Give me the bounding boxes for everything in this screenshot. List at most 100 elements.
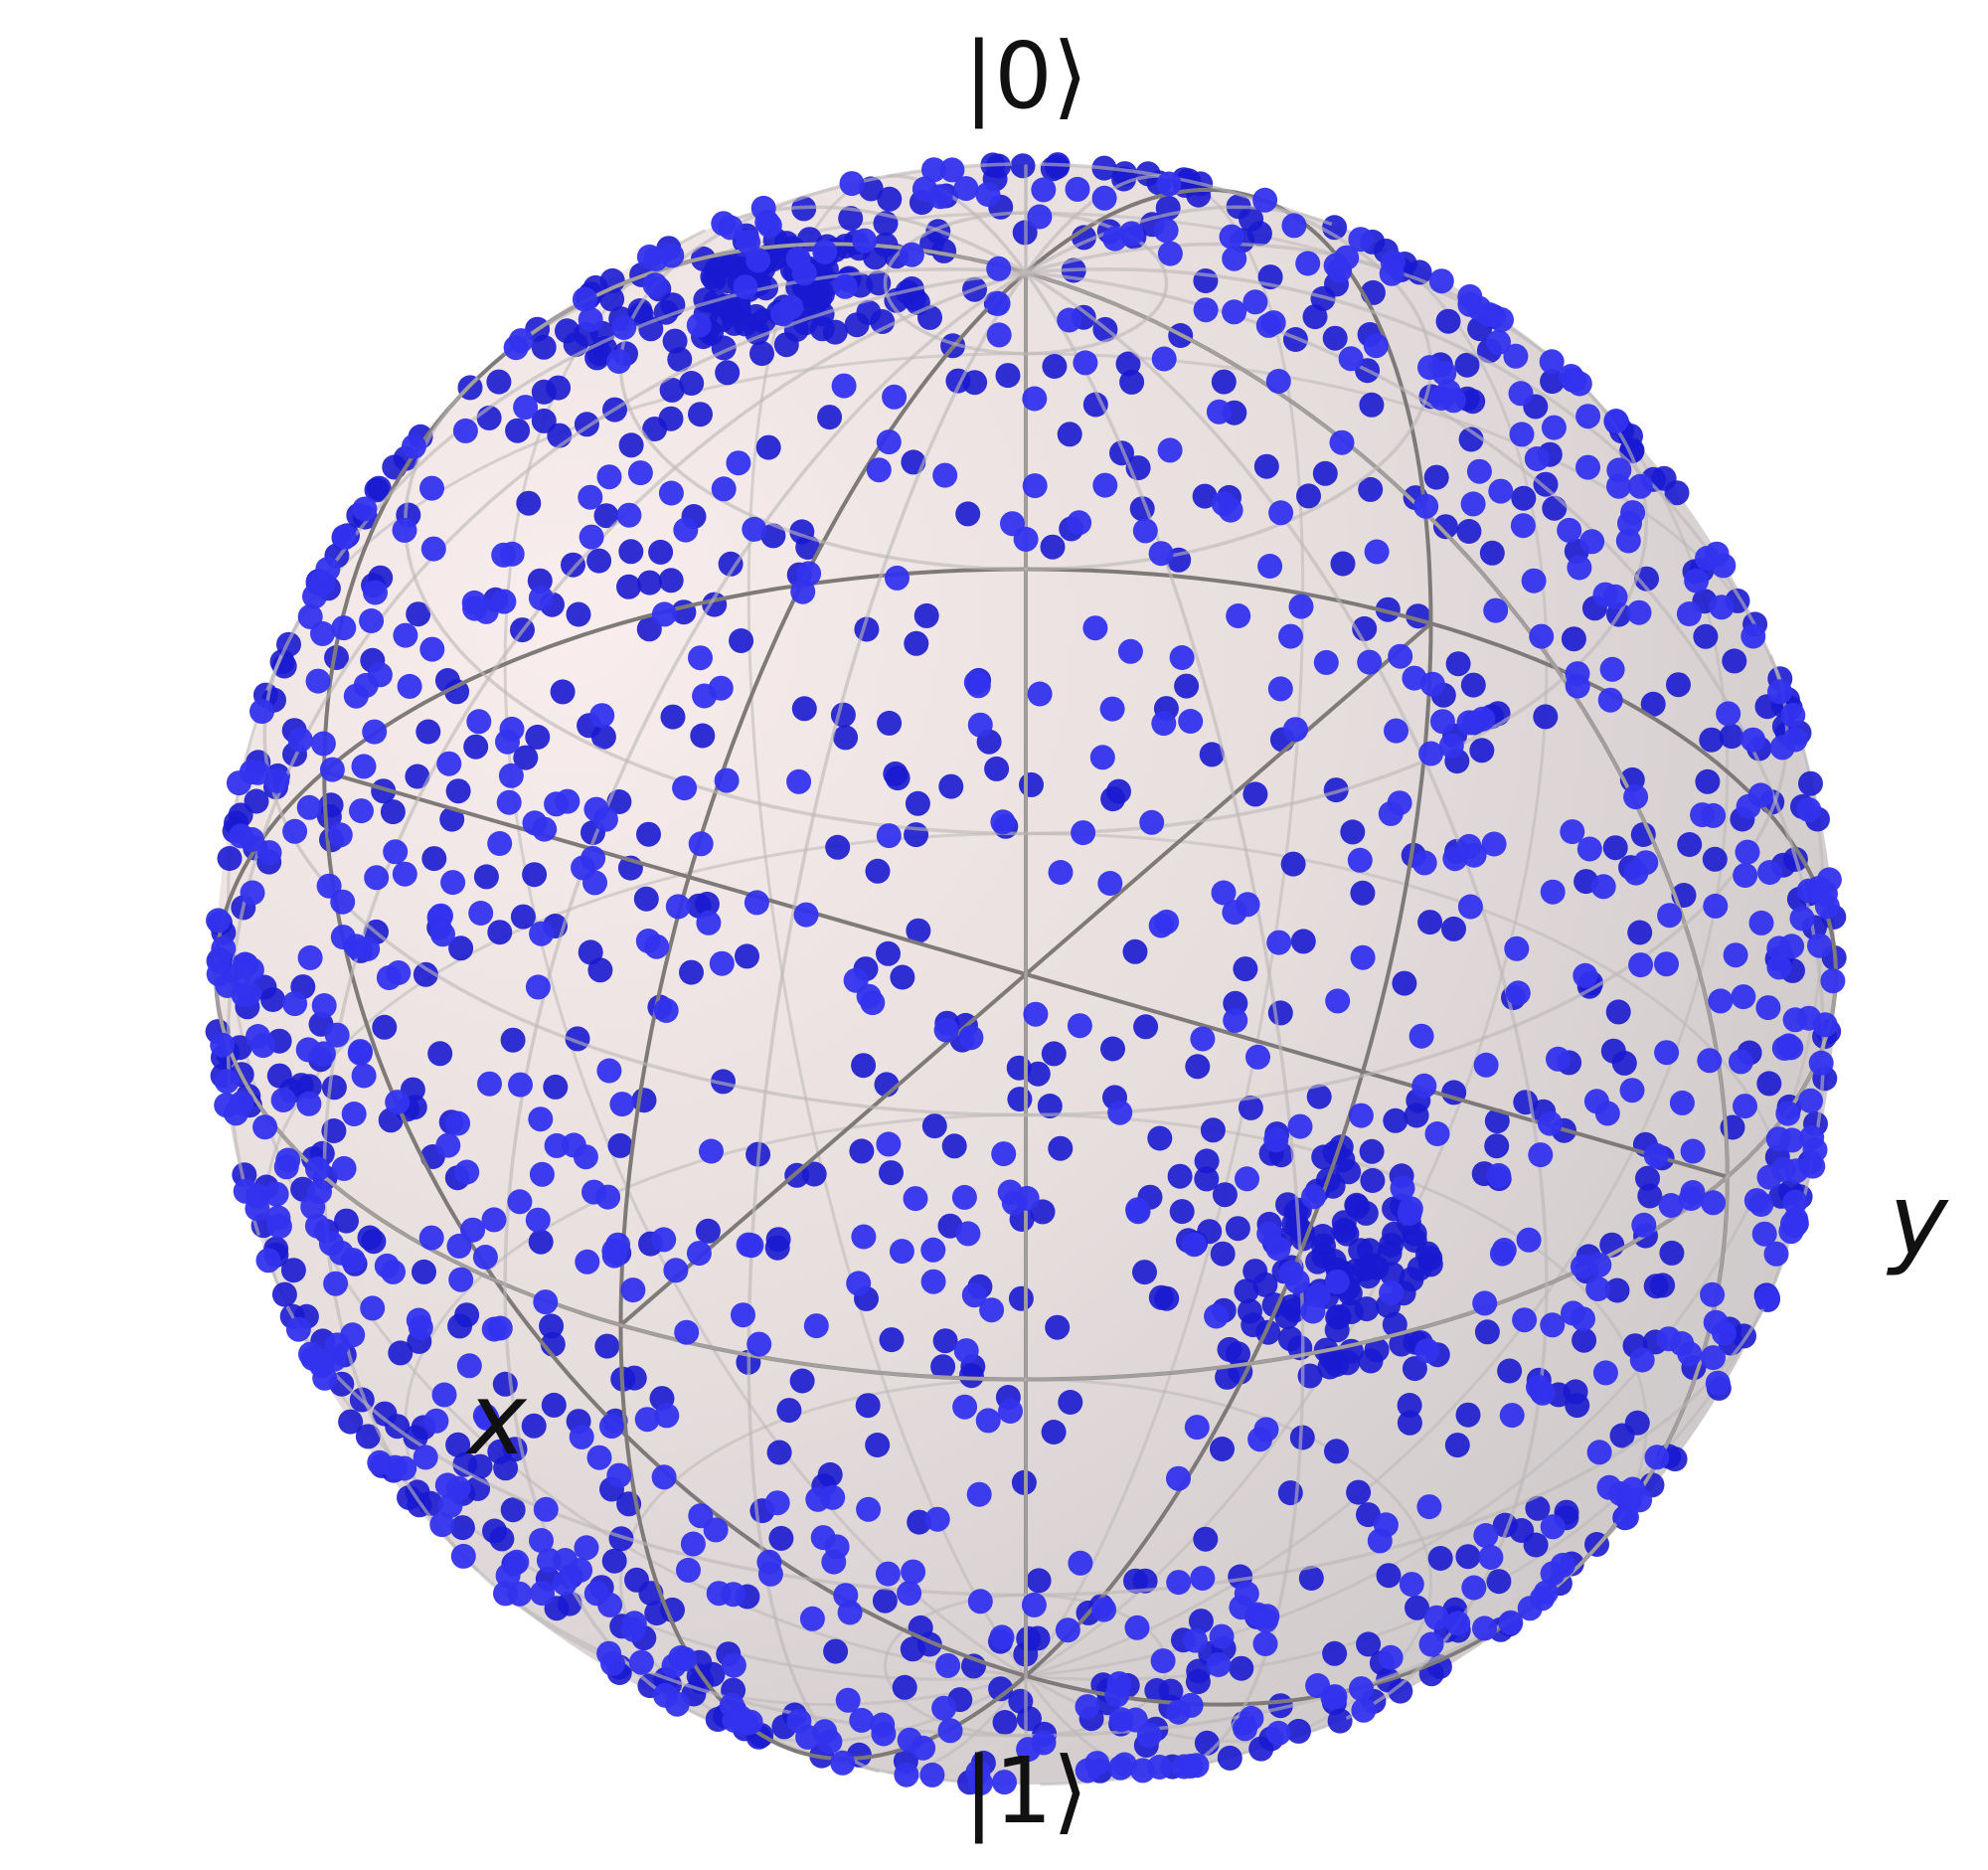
state-point <box>653 1682 678 1708</box>
state-point <box>1417 355 1442 381</box>
state-point <box>967 1589 993 1615</box>
state-point <box>1398 1196 1423 1222</box>
state-point <box>487 831 513 856</box>
state-point <box>711 476 737 502</box>
state-point <box>528 1106 554 1132</box>
state-point <box>1312 460 1338 486</box>
state-point <box>1188 1609 1214 1634</box>
state-point <box>1695 768 1721 794</box>
state-point <box>1743 1188 1769 1214</box>
state-point <box>1305 1282 1331 1308</box>
state-point <box>1057 307 1082 333</box>
state-point <box>338 1409 364 1435</box>
state-point <box>1278 1260 1304 1285</box>
state-point <box>951 1184 977 1210</box>
state-point <box>852 228 878 254</box>
state-point <box>1026 1568 1052 1594</box>
state-point <box>699 1138 724 1164</box>
state-point <box>1351 1697 1377 1723</box>
state-point <box>392 861 417 887</box>
state-point <box>1756 1164 1782 1190</box>
state-point <box>1278 623 1303 649</box>
state-point <box>1659 1240 1685 1266</box>
state-point <box>363 580 388 605</box>
state-point <box>487 920 513 945</box>
state-point <box>529 1528 554 1553</box>
state-point <box>1169 645 1195 670</box>
state-point <box>865 858 891 884</box>
state-point <box>935 1652 961 1678</box>
state-point <box>1767 679 1792 705</box>
state-point <box>1697 1048 1723 1074</box>
state-point <box>921 157 946 183</box>
state-point <box>246 1183 271 1209</box>
state-point <box>1151 711 1177 737</box>
state-point <box>1627 920 1653 945</box>
state-point <box>1775 1101 1801 1126</box>
state-point <box>1623 860 1649 886</box>
state-point <box>1650 1273 1676 1298</box>
state-point <box>621 1611 647 1636</box>
state-point <box>924 1506 950 1532</box>
state-point <box>586 548 612 574</box>
state-point <box>1512 1307 1538 1333</box>
state-point <box>1499 1403 1525 1429</box>
state-point <box>1757 860 1782 885</box>
state-point <box>876 940 901 966</box>
state-point <box>1182 1627 1208 1653</box>
state-point <box>879 1160 904 1186</box>
state-point <box>955 501 981 527</box>
state-point <box>271 1281 297 1307</box>
state-point <box>618 432 644 458</box>
state-point <box>1327 1708 1353 1734</box>
state-point <box>1263 1127 1289 1153</box>
state-point <box>533 1289 559 1315</box>
state-point <box>651 1464 677 1490</box>
state-point <box>445 1432 471 1457</box>
state-point <box>1055 1617 1080 1643</box>
state-point <box>1807 933 1832 958</box>
state-point <box>423 1408 449 1434</box>
state-point <box>708 675 734 701</box>
state-point <box>582 870 607 896</box>
state-point <box>1364 539 1390 565</box>
state-point <box>397 1484 421 1510</box>
state-point <box>1472 1615 1497 1641</box>
state-point <box>990 809 1016 835</box>
state-point <box>786 1708 812 1734</box>
state-point <box>1662 1446 1688 1472</box>
state-point <box>1065 176 1090 202</box>
state-point <box>1379 1279 1405 1305</box>
state-point <box>249 699 274 725</box>
state-point <box>1210 1437 1235 1461</box>
state-point <box>1796 878 1822 904</box>
state-point <box>1193 1526 1219 1552</box>
state-point <box>1091 1597 1117 1622</box>
state-point <box>1597 687 1623 713</box>
state-point <box>1117 638 1143 664</box>
state-point <box>500 1497 526 1523</box>
state-point <box>1486 1162 1512 1188</box>
state-point <box>1497 1358 1523 1384</box>
state-point <box>1194 1166 1220 1192</box>
state-point <box>1423 464 1449 490</box>
state-point <box>386 960 412 985</box>
state-point <box>1022 386 1048 412</box>
state-point <box>883 761 909 786</box>
state-point <box>1178 1692 1204 1718</box>
state-point <box>663 1258 689 1283</box>
state-point <box>1379 260 1405 286</box>
state-point <box>1619 1078 1645 1104</box>
state-point <box>673 517 699 543</box>
state-point <box>764 1490 790 1516</box>
state-point <box>362 719 388 745</box>
state-point <box>1456 710 1482 736</box>
state-point <box>1596 1474 1622 1500</box>
state-point <box>1570 1254 1595 1279</box>
state-point <box>428 903 453 929</box>
state-point <box>1125 1197 1151 1223</box>
state-point <box>1399 1572 1424 1598</box>
state-point <box>1404 1103 1429 1128</box>
state-point <box>528 586 554 611</box>
